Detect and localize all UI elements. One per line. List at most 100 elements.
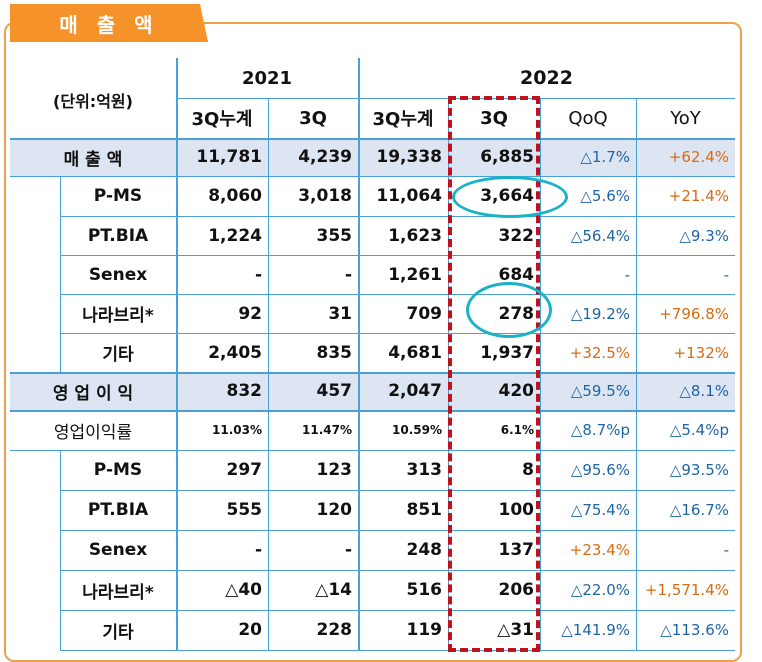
row-label: 기타 xyxy=(102,345,134,365)
row-label: 영업이익률 xyxy=(53,422,133,443)
value-cell: 206 xyxy=(498,580,535,600)
value-cell: 4,239 xyxy=(298,147,352,167)
highlight-circle-pms xyxy=(452,176,568,218)
value-cell: 684 xyxy=(498,264,535,285)
value-cell: 516 xyxy=(406,580,443,600)
qoq-cell: +32.5% xyxy=(569,343,630,362)
highlight-row-band xyxy=(10,138,735,176)
value-cell: △14 xyxy=(315,580,352,600)
qoq-cell: △19.2% xyxy=(570,304,630,323)
grid-line xyxy=(176,98,358,99)
yoy-cell: △5.4%p xyxy=(669,421,729,439)
year-2022-header: 2022 xyxy=(520,67,573,89)
value-cell: 313 xyxy=(406,460,443,480)
yoy-cell: - xyxy=(723,265,729,284)
qoq-cell: △95.6% xyxy=(570,461,630,479)
value-cell: 11.03% xyxy=(212,423,262,437)
grid-line xyxy=(60,530,735,531)
value-cell: 457 xyxy=(316,381,353,401)
section-title: 매 출 액 xyxy=(59,12,159,37)
value-cell: 20 xyxy=(238,620,262,640)
value-cell: 92 xyxy=(238,303,262,324)
value-cell: 1,261 xyxy=(388,264,442,285)
row-label: P-MS xyxy=(93,186,143,206)
value-cell: 832 xyxy=(226,381,263,401)
row-label: PT.BIA xyxy=(87,225,149,246)
qoq-cell: +23.4% xyxy=(569,541,630,559)
value-cell: 1,224 xyxy=(208,225,262,246)
qoq-cell: △56.4% xyxy=(570,226,630,245)
highlight-2022-3q-box xyxy=(448,96,540,652)
row-label: PT.BIA xyxy=(87,500,149,520)
row-label: 영 업 이 익 xyxy=(52,383,134,404)
unit-label: (단위:억원) xyxy=(53,92,133,111)
grid-line xyxy=(60,216,735,217)
yoy-cell: +796.8% xyxy=(659,304,729,323)
value-cell: 322 xyxy=(498,225,535,246)
value-cell: 2,047 xyxy=(388,381,442,401)
value-cell: 119 xyxy=(406,620,443,640)
value-cell: 420 xyxy=(498,381,535,401)
qoq-cell: △141.9% xyxy=(561,621,630,639)
value-cell: 835 xyxy=(316,342,353,363)
grid-line xyxy=(10,410,735,412)
value-cell: 11.47% xyxy=(302,423,352,437)
value-cell: 19,338 xyxy=(376,147,442,167)
column-header: 3Q누계 xyxy=(191,109,253,130)
value-cell: - xyxy=(254,540,262,560)
yoy-cell: +62.4% xyxy=(668,148,729,166)
value-cell: 555 xyxy=(226,500,263,520)
yoy-cell: +21.4% xyxy=(668,187,729,205)
section-title-tab: 매 출 액 xyxy=(10,4,208,42)
value-cell: 1,937 xyxy=(480,342,534,363)
qoq-cell: △75.4% xyxy=(570,501,630,519)
value-cell: 851 xyxy=(406,500,443,520)
yoy-cell: - xyxy=(723,541,729,559)
value-cell: 297 xyxy=(226,460,263,480)
value-cell: 11,781 xyxy=(196,147,262,167)
grid-line xyxy=(176,58,178,650)
qoq-cell: - xyxy=(624,265,630,284)
value-cell: 10.59% xyxy=(392,423,442,437)
qoq-cell: △22.0% xyxy=(570,581,630,599)
value-cell: 228 xyxy=(316,620,353,640)
value-cell: - xyxy=(344,264,352,285)
row-label: 나라브리* xyxy=(82,306,154,326)
year-2021-header: 2021 xyxy=(241,67,293,89)
value-cell: 3,018 xyxy=(298,186,352,206)
value-cell: 137 xyxy=(498,540,535,560)
value-cell: 31 xyxy=(328,303,352,324)
highlight-circle-narrabri xyxy=(466,282,552,338)
value-cell: 11,064 xyxy=(376,186,442,206)
row-label: 매 출 액 xyxy=(63,149,123,170)
grid-line xyxy=(10,176,735,177)
row-label: Senex xyxy=(88,264,148,285)
value-cell: - xyxy=(344,540,352,560)
value-cell: - xyxy=(254,264,262,285)
column-header: 3Q누계 xyxy=(372,109,434,130)
value-cell: 120 xyxy=(316,500,353,520)
grid-line xyxy=(60,650,735,651)
value-cell: 8,060 xyxy=(208,186,262,206)
grid-line xyxy=(10,372,735,374)
grid-line xyxy=(10,450,735,451)
grid-line xyxy=(268,98,269,650)
value-cell: △31 xyxy=(497,620,534,640)
column-header: YoY xyxy=(670,107,701,129)
grid-line xyxy=(10,138,735,140)
value-cell: 8 xyxy=(522,460,534,480)
value-cell: 1,623 xyxy=(388,225,442,246)
grid-line xyxy=(60,333,735,334)
value-cell: 248 xyxy=(406,540,443,560)
grid-line xyxy=(60,255,735,256)
value-cell: △40 xyxy=(225,580,262,600)
value-cell: 4,681 xyxy=(388,342,442,363)
yoy-cell: △8.1% xyxy=(679,382,729,400)
grid-line xyxy=(540,98,541,650)
row-label: P-MS xyxy=(93,460,143,480)
grid-line xyxy=(60,176,61,372)
grid-line xyxy=(60,490,735,491)
row-label: 나라브리* xyxy=(82,582,154,603)
value-cell: 6.1% xyxy=(500,423,534,437)
value-cell: 123 xyxy=(316,460,353,480)
